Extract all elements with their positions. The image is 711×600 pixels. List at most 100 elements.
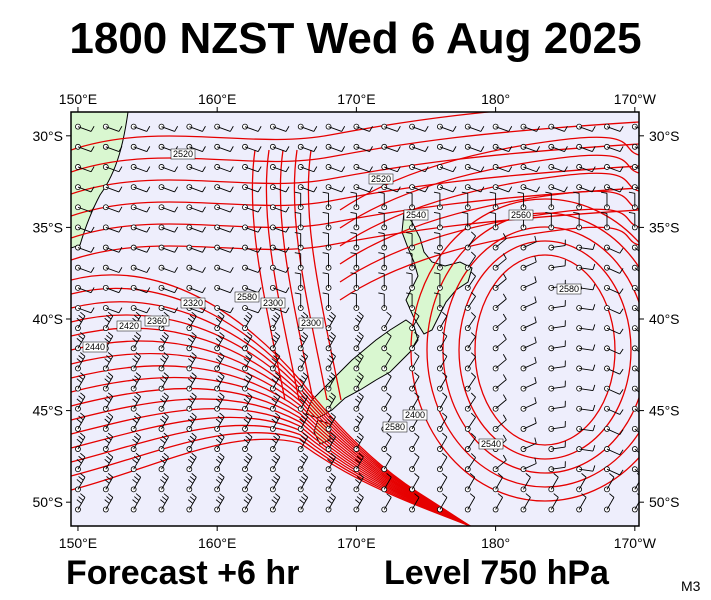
wind-barb: [464, 231, 476, 251]
wind-barb: [269, 412, 281, 432]
wind-barb: [75, 372, 86, 392]
wind-barb: [269, 452, 281, 473]
lat-tick-label: 35°S: [32, 219, 63, 235]
wind-barb: [186, 311, 197, 332]
wind-barb: [75, 412, 86, 432]
contour-label-box: [260, 297, 286, 309]
wind-barb: [604, 466, 624, 476]
wind-barb: [186, 493, 197, 513]
wind-barb: [548, 300, 566, 311]
wind-barb: [437, 143, 457, 153]
wind-barb: [492, 273, 507, 291]
wind-barb: [548, 493, 559, 513]
contour-label: 2580: [237, 292, 257, 302]
wind-barb: [631, 385, 639, 393]
wind-barb: [576, 493, 587, 513]
wind-barb: [242, 392, 253, 412]
wind-barb: [353, 473, 364, 493]
height-contour: [71, 398, 471, 526]
wind-barb: [576, 184, 596, 193]
high-contour: [458, 240, 632, 460]
lat-tick-label: 40°S: [32, 311, 63, 327]
height-contour: [339, 208, 639, 283]
wind-barb: [409, 473, 420, 493]
wind-barb: [130, 284, 151, 294]
high-contour: [426, 212, 639, 488]
wind-barb: [433, 272, 443, 291]
wind-barb: [242, 204, 262, 213]
wind-barb: [353, 493, 364, 513]
wind-barb: [75, 244, 95, 253]
wind-barb: [631, 466, 639, 474]
wind-barb: [520, 235, 537, 251]
wind-barb: [102, 352, 114, 372]
height-contour: [307, 149, 342, 401]
contour-label-box: [234, 291, 260, 303]
wind-barb: [242, 143, 262, 153]
wind-barb: [545, 211, 555, 231]
wind-barb: [130, 264, 151, 273]
wind-barb: [214, 392, 225, 412]
wind-barb: [130, 473, 142, 493]
wind-barb: [158, 372, 169, 392]
contour-label: 2540: [481, 439, 501, 449]
wind-barb: [269, 332, 281, 352]
wind-barb: [520, 143, 540, 153]
wind-barb: [548, 239, 566, 251]
wind-barb: [381, 392, 392, 412]
wind-barb: [102, 164, 123, 173]
wind-barb: [631, 446, 639, 454]
wind-barb: [269, 143, 290, 153]
wind-barb: [604, 284, 624, 294]
wind-barb: [269, 284, 290, 294]
wind-barb: [242, 305, 262, 314]
wind-barb: [576, 425, 596, 432]
wind-barb: [130, 352, 142, 372]
wind-barb: [576, 304, 596, 311]
wind-barb: [437, 164, 457, 173]
wind-barb: [214, 372, 225, 392]
wind-barb: [464, 473, 476, 493]
wind-barb: [353, 184, 373, 193]
wind-barb: [492, 414, 507, 432]
wind-barb: [548, 164, 568, 173]
wind-barb: [102, 493, 114, 513]
wind-barb: [353, 123, 373, 132]
wind-barb: [520, 417, 537, 432]
wind-barb: [631, 345, 639, 353]
wind-barb: [269, 311, 281, 332]
wind-barb: [242, 184, 262, 193]
wind-barb: [573, 211, 583, 231]
chart-title: 1800 NZST Wed 6 Aug 2025: [69, 14, 642, 63]
wind-barb: [437, 412, 448, 432]
wind-barb: [186, 184, 206, 193]
wind-barb: [242, 244, 262, 253]
wind-barb: [325, 123, 346, 132]
wind-barb: [548, 143, 568, 153]
wind-barb: [242, 123, 262, 132]
wind-barb: [75, 305, 95, 314]
wind-barb: [628, 211, 638, 231]
wind-barb: [242, 332, 253, 352]
wind-barb: [75, 473, 86, 493]
wind-barb: [520, 276, 537, 291]
height-contour: [71, 187, 639, 239]
wind-barb: [576, 384, 596, 392]
wind-barb: [464, 291, 476, 311]
wind-barb: [297, 432, 309, 452]
wind-barb: [628, 191, 638, 211]
wind-barb: [409, 352, 420, 372]
wind-barb: [520, 457, 537, 473]
wind-barb: [294, 191, 304, 211]
wind-barb: [520, 473, 531, 493]
wind-barb: [604, 446, 624, 456]
wind-barb: [464, 164, 485, 173]
wind-barb: [325, 352, 336, 372]
wind-barb: [378, 211, 388, 231]
wind-barb: [520, 164, 540, 173]
axis-tick-layer: 150°E 150°E 160°E 160°E 170°E 170°E 180° 180° 17…: [32, 91, 679, 551]
wind-barb: [102, 224, 123, 233]
wind-barb: [325, 184, 346, 193]
wind-barb: [353, 143, 373, 153]
lat-tick-label: 30°S: [32, 128, 63, 144]
